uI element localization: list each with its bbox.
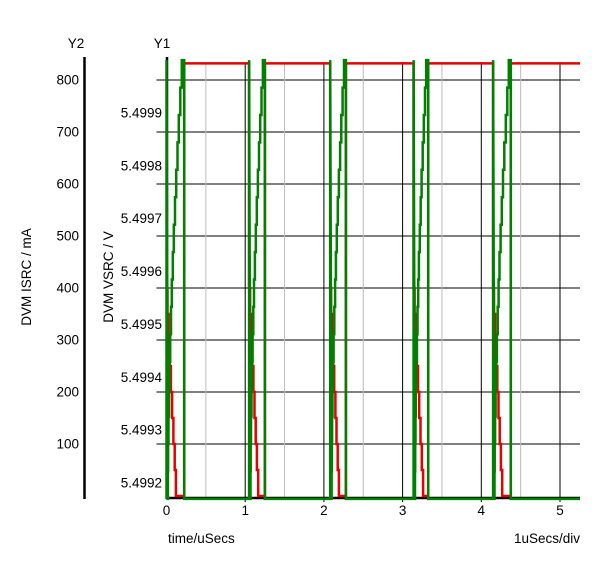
y1-axis-title: DVM VSRC / V [101, 231, 116, 323]
y1-tick-label: 5.4996 [121, 264, 162, 279]
x-tick-label: 0 [163, 503, 171, 518]
y1-axis-header: Y1 [154, 36, 171, 51]
vsrc-trace [165, 58, 580, 501]
y1-tick-label: 5.4993 [121, 423, 162, 438]
y1-tick-label: 5.4994 [121, 370, 163, 385]
x-axis-div-label: 1uSecs/div [514, 531, 580, 546]
trace-layer [165, 58, 580, 501]
y1-tick-label: 5.4999 [121, 106, 162, 121]
y2-tick-label: 800 [56, 73, 79, 88]
x-tick-label: 2 [320, 503, 328, 518]
y2-tick-label: 600 [56, 177, 79, 192]
y1-tick-label: 5.4997 [121, 211, 162, 226]
y2-tick-label: 200 [56, 385, 79, 400]
y1-tick-label: 5.4995 [121, 317, 162, 332]
y2-tick-label: 300 [56, 333, 79, 348]
y2-axis-title: DVM ISRC / mA [19, 228, 34, 326]
y2-tick-label: 100 [56, 437, 79, 452]
y2-tick-label: 400 [56, 281, 79, 296]
y2-tick-label: 700 [56, 125, 79, 140]
y2-tick-label: 500 [56, 229, 79, 244]
isrc-trace [166, 62, 580, 498]
grid-layer [156, 62, 580, 502]
y2-axis-header: Y2 [68, 36, 85, 51]
x-axis-title: time/uSecs [168, 531, 235, 546]
tick-label-layer: 800 700 600 500 400 300 200 100 5.4999 5.4998 5.49… [56, 73, 563, 519]
label-layer: Y2 Y1 DVM ISRC / mA DVM VSRC / V time/uS… [19, 36, 580, 546]
x-tick-label: 1 [241, 503, 249, 518]
y1-tick-label: 5.4992 [121, 475, 162, 490]
x-tick-label: 3 [399, 503, 407, 518]
x-tick-label: 5 [556, 503, 564, 518]
x-tick-label: 4 [478, 503, 486, 518]
y1-tick-label: 5.4998 [121, 158, 162, 173]
